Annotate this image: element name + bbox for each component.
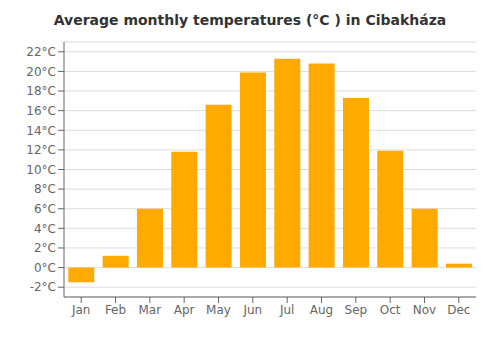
svg-text:Jul: Jul: [279, 303, 294, 317]
svg-text:Jun: Jun: [242, 303, 262, 317]
svg-text:6°C: 6°C: [34, 202, 56, 216]
svg-text:4°C: 4°C: [34, 222, 56, 236]
svg-text:18°C: 18°C: [26, 84, 56, 98]
html-text:Average monthly temperatures (: Average monthly temperatures (°C ) in Ci…: [53, 12, 447, 28]
svg-text:Oct: Oct: [380, 303, 401, 317]
svg-text:2°C: 2°C: [34, 241, 56, 255]
svg-text:Aug: Aug: [310, 303, 333, 317]
svg-text:22°C: 22°C: [26, 45, 56, 59]
svg-text:Sep: Sep: [345, 303, 368, 317]
svg-text:Nov: Nov: [413, 303, 436, 317]
svg-text:10°C: 10°C: [26, 163, 56, 177]
svg-text:-2°C: -2°C: [30, 280, 56, 294]
svg-text:8°C: 8°C: [34, 182, 56, 196]
svg-text:16°C: 16°C: [26, 104, 56, 118]
svg-text:May: May: [206, 303, 231, 317]
svg-text:12°C: 12°C: [26, 143, 56, 157]
svg-text:Mar: Mar: [139, 303, 162, 317]
svg-text:14°C: 14°C: [26, 124, 56, 138]
svg-text:Apr: Apr: [174, 303, 195, 317]
svg-text:20°C: 20°C: [26, 65, 56, 79]
svg-text:Dec: Dec: [447, 303, 470, 317]
svg-text:0°C: 0°C: [34, 261, 56, 275]
svg-text:Jan: Jan: [71, 303, 91, 317]
svg-text:Feb: Feb: [105, 303, 126, 317]
